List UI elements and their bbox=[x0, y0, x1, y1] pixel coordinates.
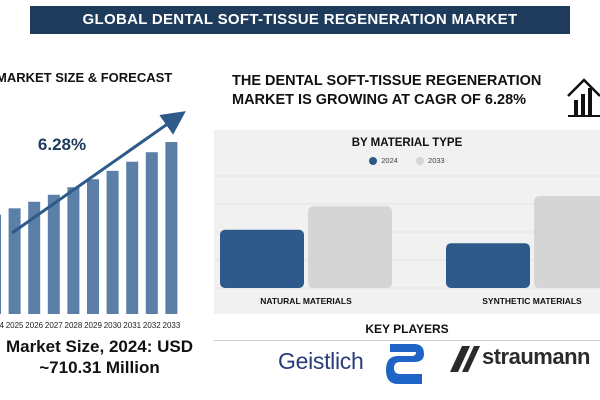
material-bar-2033 bbox=[534, 196, 600, 288]
material-bar-2024 bbox=[220, 229, 304, 288]
forecast-bar-2027 bbox=[47, 194, 60, 314]
forecast-bar-2025 bbox=[8, 208, 21, 314]
legend-label-2024: 2024 bbox=[381, 156, 398, 165]
key-players-divider bbox=[214, 340, 600, 341]
straumann-logo-icon bbox=[450, 346, 480, 372]
page-title: GLOBAL DENTAL SOFT-TISSUE REGENERATION M… bbox=[30, 6, 570, 34]
market-size-text: Market Size, 2024: USD ~710.31 Million bbox=[0, 336, 207, 378]
forecast-tick-label: 2033 bbox=[163, 321, 181, 330]
forecast-heading: MARKET SIZE & FORECAST bbox=[0, 70, 173, 85]
cagr-heading: THE DENTAL SOFT-TISSUE REGENERATION MARK… bbox=[232, 73, 542, 108]
forecast-tick-label: 2024 bbox=[0, 321, 4, 330]
legend-swatch-2024 bbox=[369, 156, 378, 165]
forecast-tick-label: 2028 bbox=[65, 321, 83, 330]
forecast-bar-2033 bbox=[165, 142, 178, 314]
forecast-tick-label: 2032 bbox=[143, 321, 161, 330]
forecast-tick-label: 2025 bbox=[6, 321, 24, 330]
material-chart-title: BY MATERIAL TYPE bbox=[351, 137, 463, 149]
market-size-line1: Market Size, 2024: USD bbox=[5, 337, 194, 356]
forecast-tick-label: 2031 bbox=[123, 321, 141, 330]
forecast-bar-2026 bbox=[28, 201, 41, 314]
geistlich-logo: Geistlich bbox=[278, 348, 364, 374]
forecast-bar-2031 bbox=[126, 161, 139, 314]
forecast-bar-2030 bbox=[106, 170, 119, 314]
key-players-heading: KEY PLAYERS bbox=[365, 322, 449, 336]
house-chart-icon bbox=[567, 78, 600, 117]
material-bar-2033 bbox=[308, 206, 392, 288]
market-size-line2: ~710.31 Million bbox=[39, 358, 160, 377]
forecast-chart: 2024202520262027202820292030203120322033… bbox=[0, 111, 186, 330]
legend-item-2024: 2024 bbox=[369, 156, 398, 165]
material-category-label: NATURAL MATERIALS bbox=[260, 296, 352, 306]
trend-arrow-icon bbox=[11, 111, 186, 235]
forecast-bar-2032 bbox=[145, 152, 158, 314]
material-category-label: SYNTHETIC MATERIALS bbox=[482, 296, 582, 306]
forecast-tick-label: 2029 bbox=[84, 321, 102, 330]
forecast-tick-label: 2026 bbox=[25, 321, 43, 330]
company-s-logo-icon bbox=[386, 344, 424, 384]
material-bar-2024 bbox=[446, 243, 530, 288]
forecast-bar-2024 bbox=[0, 214, 1, 314]
legend-label-2033: 2033 bbox=[428, 156, 445, 165]
material-legend: 2024 2033 bbox=[214, 156, 600, 167]
forecast-tick-label: 2027 bbox=[45, 321, 63, 330]
cagr-label: 6.28% bbox=[38, 135, 86, 154]
legend-item-2033: 2033 bbox=[416, 156, 445, 165]
straumann-logo: straumann bbox=[482, 344, 590, 369]
forecast-bar-2029 bbox=[87, 179, 99, 314]
forecast-tick-label: 2030 bbox=[104, 321, 122, 330]
material-chart: NATURAL MATERIALS SYNTHETIC MATERIALS bbox=[214, 175, 600, 306]
legend-swatch-2033 bbox=[416, 156, 425, 165]
forecast-bar-2028 bbox=[67, 187, 80, 314]
